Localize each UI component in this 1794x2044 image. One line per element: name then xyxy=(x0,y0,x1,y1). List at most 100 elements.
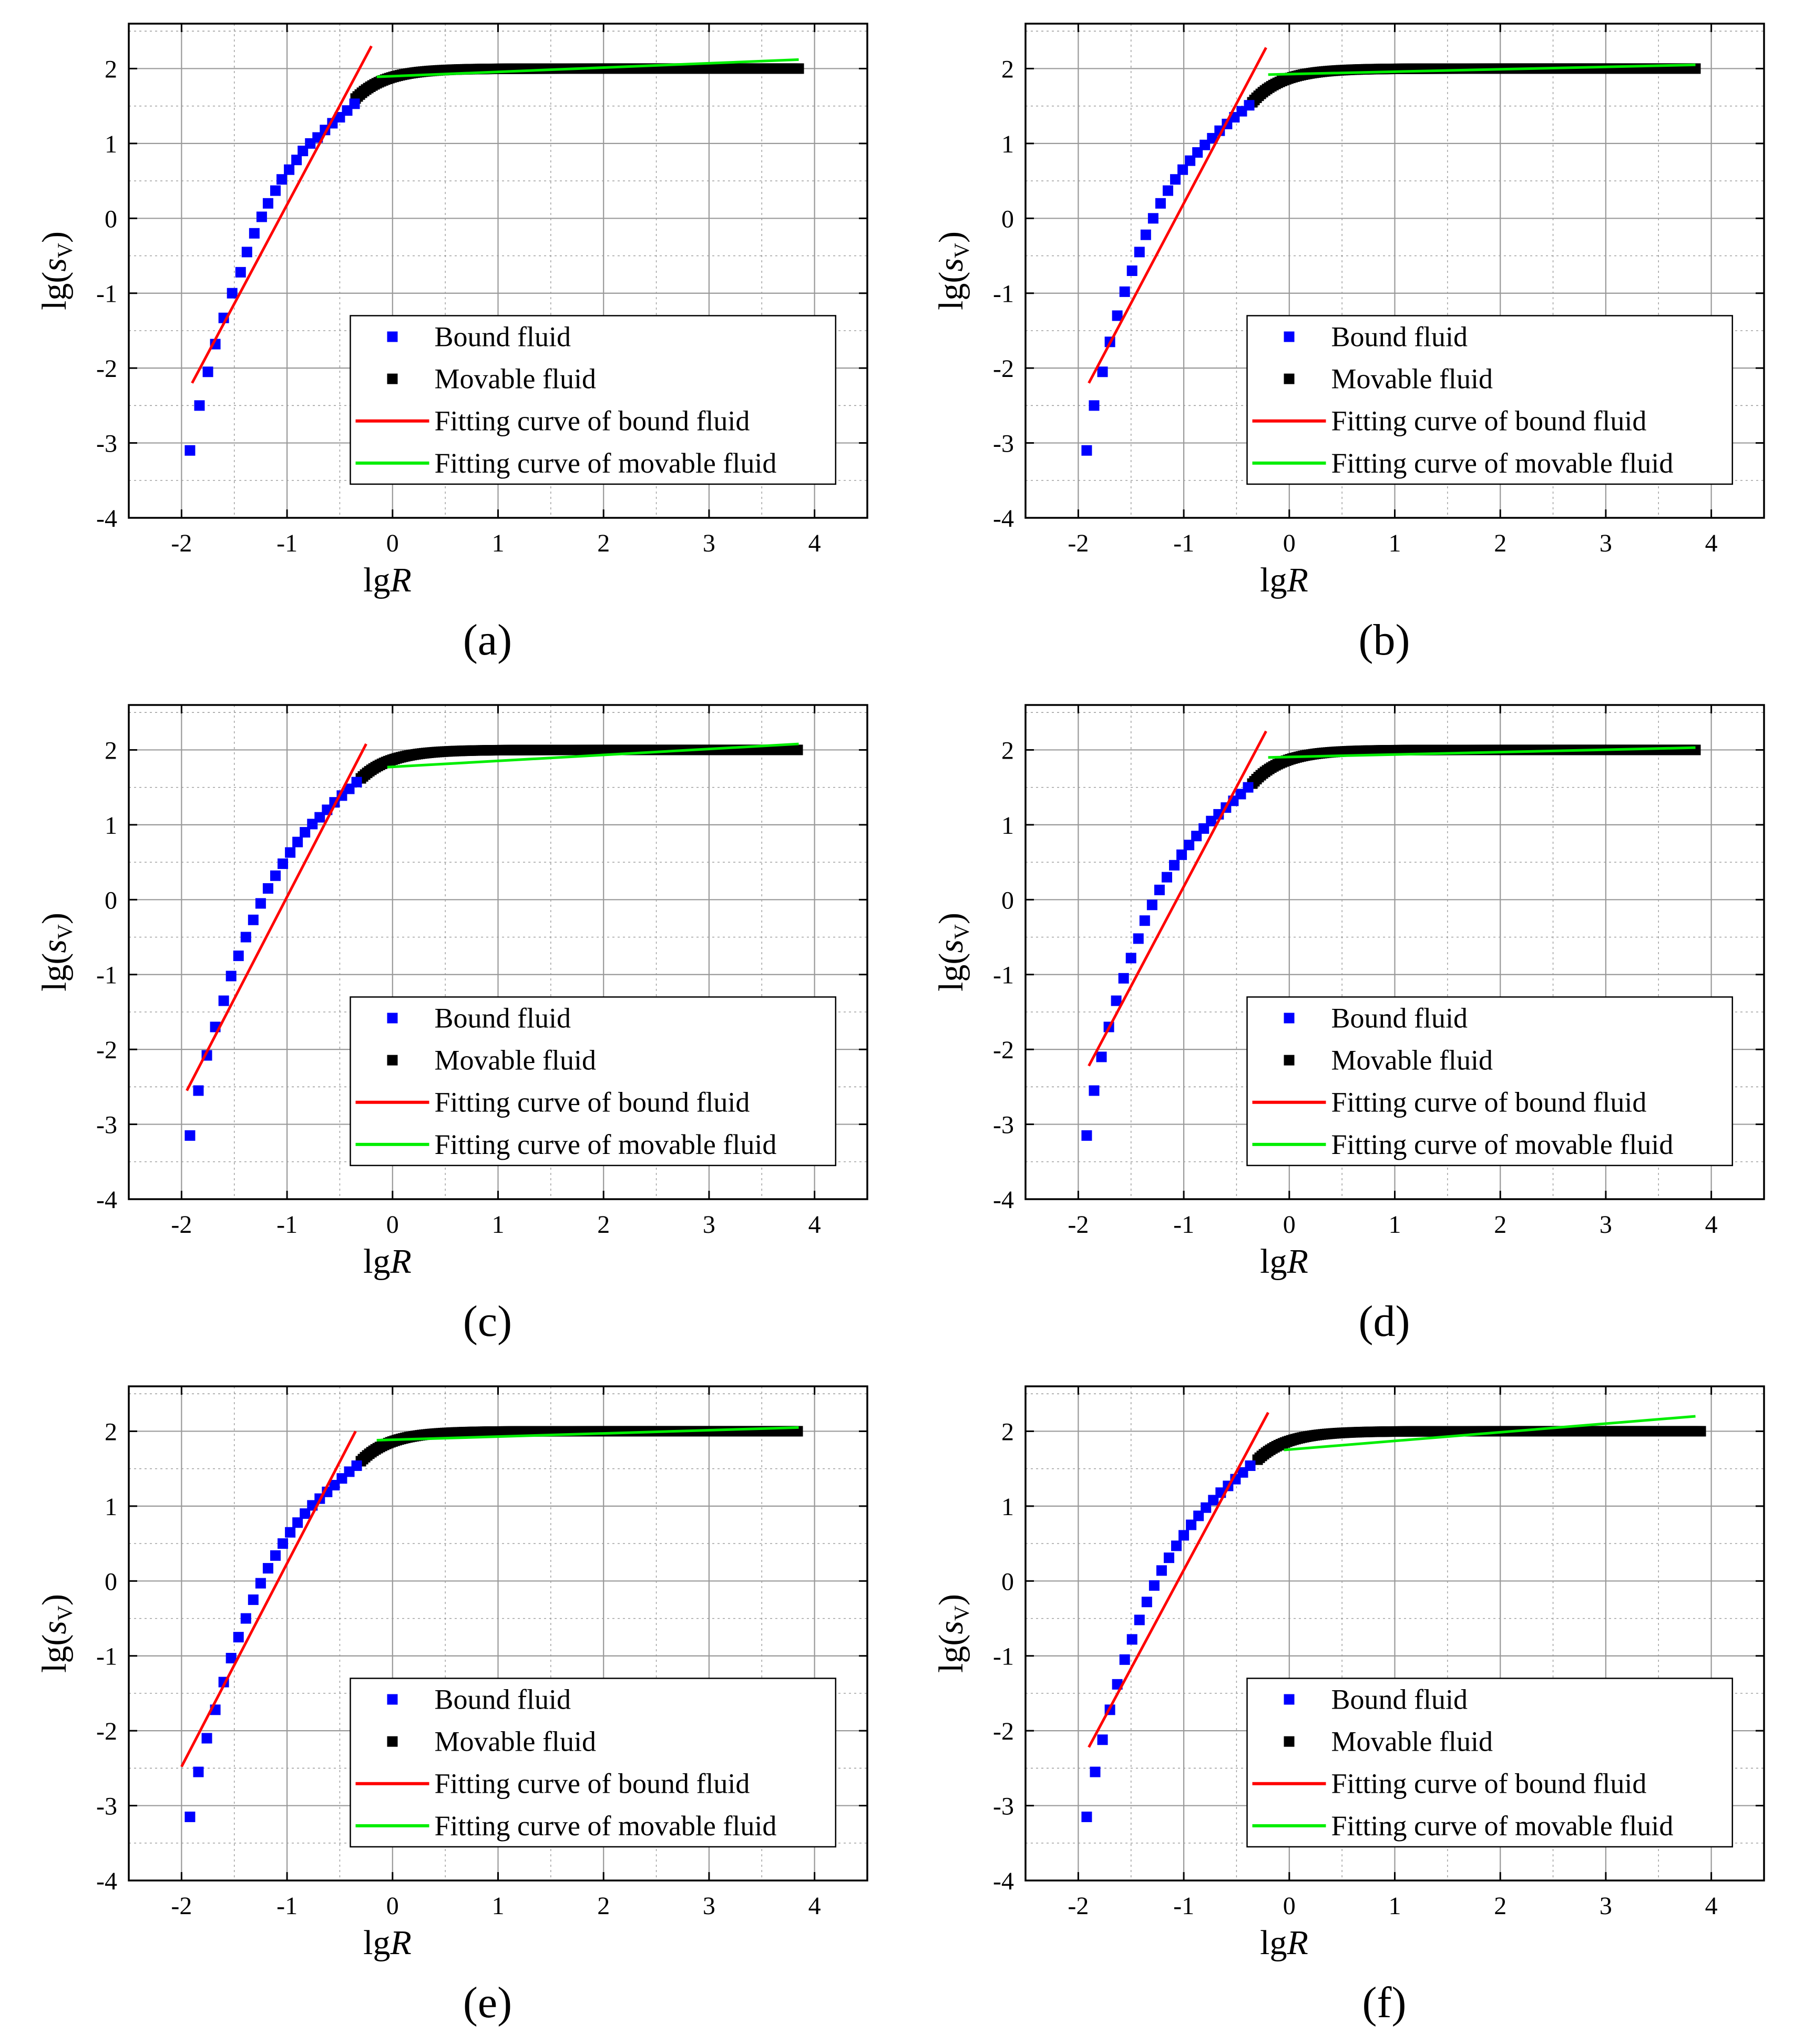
x-tick-label: -2 xyxy=(1068,529,1089,557)
x-axis-label-italic: R xyxy=(389,1924,411,1962)
fit-line-bound-fluid xyxy=(186,743,367,1091)
x-axis-label-main: lg xyxy=(1260,1242,1287,1281)
bound-fluid-point xyxy=(1119,1654,1130,1665)
bound-fluid-point xyxy=(1081,1130,1092,1141)
bound-fluid-point xyxy=(1185,155,1196,166)
y-axis-label: lg(sV) xyxy=(35,231,77,310)
bound-fluid-point xyxy=(1096,1051,1107,1062)
y-tick-label: 1 xyxy=(1001,130,1014,158)
x-tick-label: 2 xyxy=(597,529,610,557)
x-tick-label: -1 xyxy=(276,1211,298,1239)
legend-item-fit-bound-label: Fitting curve of bound fluid xyxy=(435,1768,750,1800)
legend-item-movable-fluid-label: Movable fluid xyxy=(435,1726,596,1757)
y-axis-label-italic: s xyxy=(35,939,74,953)
bound-fluid-point xyxy=(240,1613,251,1624)
x-tick-label: 1 xyxy=(1389,529,1401,557)
bound-fluid-point xyxy=(285,1527,296,1538)
x-tick-label: 0 xyxy=(386,1211,399,1239)
bound-fluid-point xyxy=(225,970,237,982)
y-axis-label-sub: V xyxy=(950,243,973,258)
y-tick-label: -1 xyxy=(993,962,1014,989)
legend-item-bound-fluid-label: Bound fluid xyxy=(1331,1003,1468,1034)
y-axis-label-close: ) xyxy=(932,231,970,243)
bound-fluid-point xyxy=(249,228,260,239)
x-tick-label: 4 xyxy=(1705,1892,1718,1920)
y-axis-label-close: ) xyxy=(932,1594,970,1606)
x-tick-label: 1 xyxy=(492,1892,505,1920)
legend-item-bound-fluid-marker xyxy=(387,1694,398,1705)
legend-box xyxy=(350,315,837,485)
bound-fluid-point xyxy=(1097,366,1108,377)
bound-fluid-point xyxy=(1186,1519,1197,1530)
x-tick-label: 3 xyxy=(1600,1211,1612,1239)
bound-fluid-point xyxy=(1081,1811,1092,1822)
panel-caption: (d) xyxy=(1359,1297,1410,1346)
x-axis-label-main: lg xyxy=(1260,561,1287,599)
legend: Bound fluid Movable fluid Fitting curve of… xyxy=(1246,315,1734,485)
bound-fluid-point xyxy=(1177,164,1188,175)
x-tick-label: 3 xyxy=(703,1892,715,1920)
bound-fluid-point xyxy=(256,211,267,222)
bound-fluid-point xyxy=(292,1517,303,1528)
bound-fluid-series xyxy=(1081,100,1255,456)
x-tick-label: 0 xyxy=(1283,1892,1296,1920)
bound-fluid-point xyxy=(1176,849,1187,860)
bound-fluid-point xyxy=(1112,310,1123,321)
x-tick-label: 2 xyxy=(597,1211,610,1239)
y-tick-label: -4 xyxy=(96,505,117,533)
bound-fluid-point xyxy=(240,932,251,943)
bound-fluid-point xyxy=(1154,884,1165,895)
fit-line-movable-fluid xyxy=(376,58,799,78)
y-axis-label-italic: s xyxy=(932,258,970,272)
y-axis-label: lg(sV) xyxy=(932,1594,973,1673)
legend-item-fit-movable-label: Fitting curve of movable fluid xyxy=(435,447,777,479)
x-tick-label: 4 xyxy=(808,1892,821,1920)
y-tick-label: -2 xyxy=(96,355,117,383)
bound-fluid-point xyxy=(235,267,246,278)
legend-item-movable-fluid-label: Movable fluid xyxy=(435,1045,596,1076)
x-tick-label: -2 xyxy=(1068,1211,1089,1239)
y-axis-label-close: ) xyxy=(35,1594,74,1606)
y-axis-label-main: lg( xyxy=(35,1634,74,1673)
y-axis-label-close: ) xyxy=(35,913,74,924)
legend-box xyxy=(1246,315,1734,485)
y-tick-label: -3 xyxy=(96,1793,117,1821)
y-axis-label-main: lg( xyxy=(35,953,74,992)
y-tick-label: -1 xyxy=(993,280,1014,308)
legend: Bound fluid Movable fluid Fitting curve of… xyxy=(350,996,837,1167)
bound-fluid-point xyxy=(1245,1460,1256,1471)
legend-item-bound-fluid-marker xyxy=(387,1013,398,1024)
y-tick-label: 0 xyxy=(105,1568,117,1596)
bound-fluid-point xyxy=(262,198,273,209)
x-axis-label-italic: R xyxy=(1286,1924,1308,1962)
bound-fluid-point xyxy=(1184,840,1195,851)
x-tick-label: -2 xyxy=(171,1211,192,1239)
legend-item-bound-fluid-label: Bound fluid xyxy=(435,321,571,353)
fit-line-movable-fluid xyxy=(1284,1415,1696,1452)
y-axis-label-italic: s xyxy=(932,1621,970,1634)
chart-panel-b: -2 -1 0 1 2 3 4 -4 -3 -2 -1 0 1 2 lgR lg(sV) Bound fluid… xyxy=(897,0,1793,681)
bound-fluid-point xyxy=(227,288,238,299)
bound-fluid-point xyxy=(1146,900,1157,911)
x-tick-label: 3 xyxy=(703,529,715,557)
y-axis-label-main: lg( xyxy=(932,953,970,992)
legend-item-fit-movable-label: Fitting curve of movable fluid xyxy=(1331,1129,1674,1160)
x-tick-label: 0 xyxy=(1283,1211,1296,1239)
panel-caption: (e) xyxy=(463,1978,512,2027)
y-tick-label: -4 xyxy=(96,1867,117,1895)
bound-fluid-point xyxy=(255,1578,266,1589)
bound-fluid-point xyxy=(1089,1085,1100,1096)
bound-fluid-point xyxy=(201,1733,212,1744)
y-tick-label: -3 xyxy=(993,1793,1014,1821)
legend-item-bound-fluid-label: Bound fluid xyxy=(435,1684,571,1715)
bound-fluid-point xyxy=(300,1508,311,1519)
bound-fluid-point xyxy=(270,1550,281,1561)
movable-fluid-point xyxy=(792,744,803,755)
bound-fluid-point xyxy=(270,870,281,881)
y-tick-label: -2 xyxy=(96,1036,117,1064)
panel-caption: (a) xyxy=(463,616,512,665)
legend-item-bound-fluid-label: Bound fluid xyxy=(435,1003,571,1034)
fit-line-bound-fluid xyxy=(191,45,373,384)
legend-item-movable-fluid-marker xyxy=(1284,1736,1295,1747)
